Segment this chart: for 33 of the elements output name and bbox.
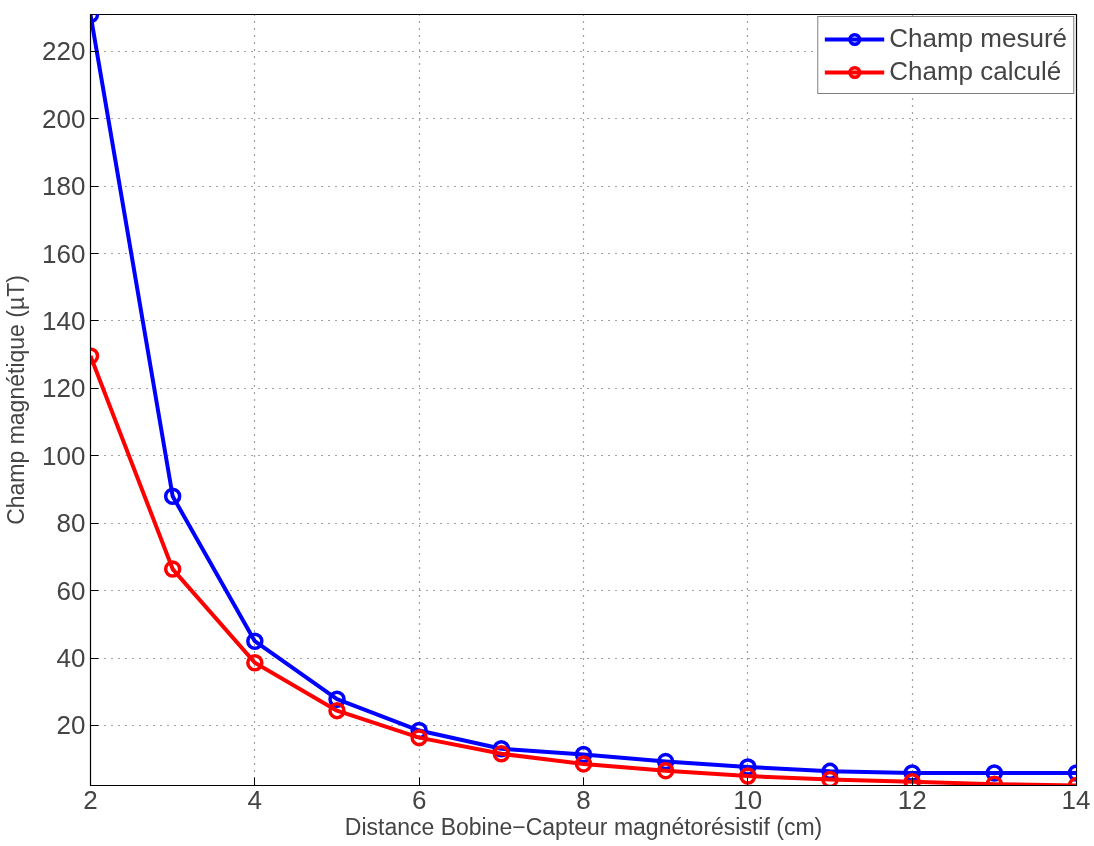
point — [410, 728, 428, 747]
point — [246, 632, 264, 650]
y-tick-label: 20 — [56, 710, 86, 741]
legend-label: Champ mesuré — [889, 23, 1067, 54]
x-tick-label: 12 — [897, 784, 927, 815]
point — [821, 770, 839, 786]
point — [739, 767, 757, 785]
point — [163, 560, 182, 578]
y-tick-label: 60 — [56, 575, 86, 606]
y-axis-title: Champ magnétique (µT) — [3, 275, 30, 525]
y-tick-label: 160 — [42, 238, 86, 269]
x-tick-label: 8 — [576, 784, 591, 815]
x-axis-title: Distance Bobine−Capteur magnétorésistif (cm) — [344, 813, 823, 840]
y-tick-label: 100 — [42, 440, 86, 471]
y-tick-label: 180 — [42, 171, 86, 202]
y-tick-label: 140 — [42, 305, 86, 336]
point — [574, 755, 593, 773]
y-tick-label: 220 — [42, 36, 86, 67]
point — [328, 701, 346, 720]
x-tick-label: 4 — [247, 784, 263, 815]
point — [163, 487, 182, 505]
y-tick-label: 120 — [42, 373, 86, 404]
point — [246, 654, 264, 672]
point — [492, 745, 511, 763]
y-tick-label: 80 — [56, 508, 86, 539]
x-tick-label: 14 — [1061, 784, 1091, 815]
x-tick-label: 2 — [83, 784, 98, 815]
y-tick-label: 200 — [42, 103, 86, 134]
legend-label: Champ calculé — [889, 56, 1062, 87]
x-tick-label: 10 — [733, 784, 763, 815]
x-tick-label: 6 — [411, 784, 427, 815]
point — [656, 761, 675, 780]
y-tick-label: 40 — [56, 643, 86, 674]
